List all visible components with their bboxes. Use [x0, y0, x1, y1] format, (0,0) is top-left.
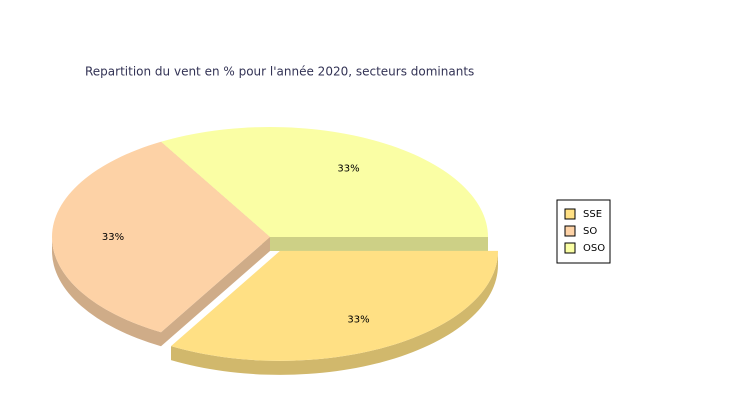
slice: [171, 250, 498, 361]
slice: [52, 141, 270, 333]
legend: SSE SO OSO: [556, 199, 611, 264]
slice-wall: [51, 237, 161, 347]
legend-label: OSO: [583, 243, 605, 254]
slice-side: [161, 237, 270, 347]
legend-swatch: [564, 208, 576, 220]
slice-side: [270, 237, 488, 251]
legend-swatch: [564, 225, 576, 237]
legend-swatch: [564, 242, 576, 254]
chart-title: Repartition du vent en % pour l'année 20…: [85, 65, 474, 79]
data-label: 33%: [337, 163, 359, 174]
pie: 33% 33% 33%: [51, 127, 498, 375]
legend-label: SSE: [583, 209, 602, 220]
slice-wall: [171, 250, 498, 375]
data-label: 33%: [347, 314, 369, 325]
slice: [161, 127, 488, 237]
legend-label: SO: [583, 226, 597, 237]
data-label: 33%: [102, 232, 124, 243]
